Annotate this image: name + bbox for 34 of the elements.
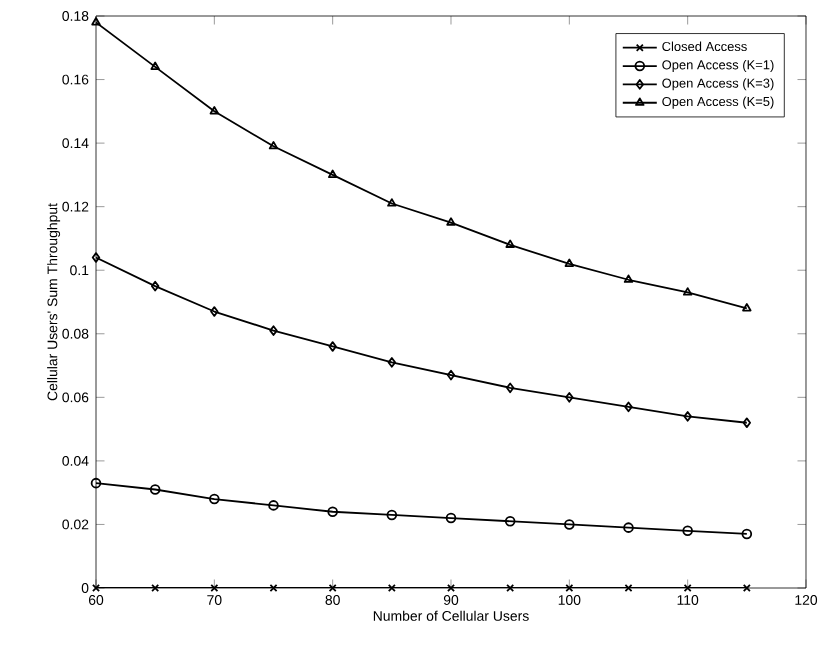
point — [445, 512, 457, 524]
point — [505, 382, 515, 394]
point — [682, 525, 693, 537]
point — [151, 584, 160, 592]
point — [209, 106, 220, 115]
point — [268, 500, 279, 511]
point — [150, 280, 160, 292]
point — [564, 258, 575, 267]
point — [623, 522, 634, 533]
point — [682, 287, 693, 296]
point — [505, 239, 515, 248]
point — [210, 306, 219, 317]
point — [209, 493, 220, 505]
point — [565, 392, 574, 403]
point — [269, 325, 278, 336]
point — [327, 506, 338, 518]
point — [447, 584, 455, 592]
point — [504, 515, 516, 527]
point — [386, 509, 398, 521]
point — [624, 401, 633, 413]
point — [564, 519, 575, 530]
point — [623, 274, 634, 283]
point — [150, 61, 160, 70]
point — [387, 198, 397, 207]
point — [387, 584, 396, 592]
point — [327, 169, 338, 178]
point — [268, 141, 279, 150]
point — [387, 357, 397, 368]
point — [683, 411, 692, 422]
point — [328, 341, 337, 352]
point — [446, 369, 456, 381]
point — [446, 217, 456, 226]
point — [149, 484, 161, 495]
point — [506, 584, 515, 592]
